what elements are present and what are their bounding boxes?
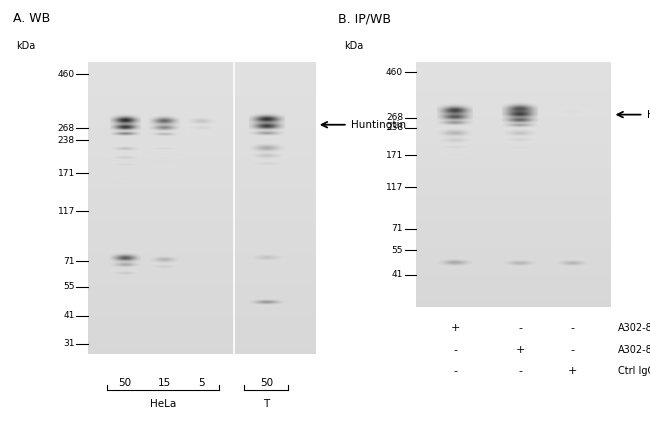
Text: 460: 460 (58, 70, 75, 79)
Text: 55: 55 (63, 282, 75, 291)
Text: 50: 50 (118, 378, 132, 387)
Text: 238: 238 (58, 136, 75, 145)
Text: Ctrl IgG: Ctrl IgG (618, 366, 650, 376)
Text: 117: 117 (385, 183, 403, 192)
Text: -: - (453, 344, 457, 355)
Text: 31: 31 (63, 339, 75, 348)
Text: -: - (570, 344, 574, 355)
Text: A302-812A: A302-812A (618, 323, 650, 333)
Text: 460: 460 (386, 68, 403, 77)
Text: 171: 171 (57, 169, 75, 178)
Text: +: + (450, 323, 460, 333)
Text: 5: 5 (198, 378, 205, 387)
Text: 238: 238 (386, 123, 403, 132)
Text: 71: 71 (63, 257, 75, 266)
Text: -: - (518, 323, 522, 333)
Text: 41: 41 (64, 311, 75, 320)
Text: 71: 71 (391, 224, 403, 233)
Text: 41: 41 (391, 270, 403, 279)
Text: +: + (567, 366, 577, 376)
Text: 15: 15 (157, 378, 171, 387)
Text: 171: 171 (385, 151, 403, 160)
Text: Huntingtin: Huntingtin (351, 120, 406, 130)
Text: 55: 55 (391, 246, 403, 255)
Text: 268: 268 (386, 113, 403, 122)
Text: T: T (263, 399, 269, 409)
Text: +: + (515, 344, 525, 355)
Text: 117: 117 (57, 207, 75, 216)
Text: -: - (518, 366, 522, 376)
Text: A302-813A: A302-813A (618, 344, 650, 355)
Text: A. WB: A. WB (13, 12, 50, 25)
Text: -: - (453, 366, 457, 376)
Text: 50: 50 (260, 378, 273, 387)
Text: 268: 268 (58, 124, 75, 133)
Text: kDa: kDa (16, 42, 36, 51)
Text: HeLa: HeLa (150, 399, 176, 409)
Text: -: - (570, 323, 574, 333)
Text: B. IP/WB: B. IP/WB (338, 12, 391, 25)
Text: kDa: kDa (344, 42, 364, 51)
Text: Huntingtin: Huntingtin (647, 110, 650, 120)
